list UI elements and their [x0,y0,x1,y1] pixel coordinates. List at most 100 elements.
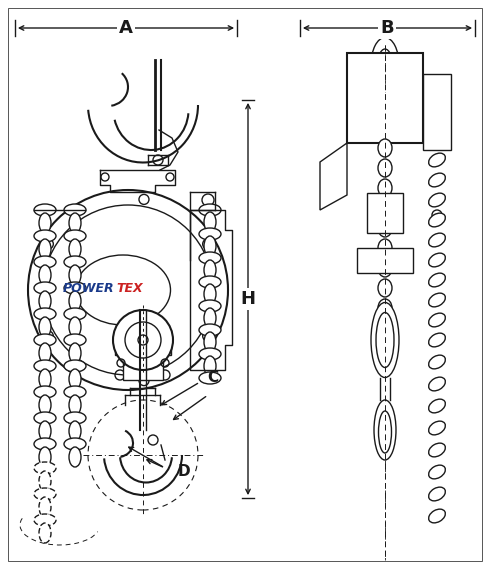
Bar [115,330,171,355]
Ellipse shape [39,213,51,233]
Ellipse shape [34,360,56,372]
Bar [367,65,403,95]
Ellipse shape [378,159,392,177]
Ellipse shape [69,447,81,467]
Ellipse shape [39,265,51,285]
Ellipse shape [39,447,51,467]
Text: C: C [207,370,218,386]
Ellipse shape [429,233,445,247]
Ellipse shape [34,256,56,268]
Ellipse shape [64,386,86,398]
Ellipse shape [39,471,51,491]
Ellipse shape [64,204,86,216]
Ellipse shape [199,252,221,264]
Ellipse shape [199,372,221,384]
Ellipse shape [64,412,86,424]
Ellipse shape [69,291,81,311]
Ellipse shape [429,487,445,501]
Ellipse shape [64,256,86,268]
Ellipse shape [34,488,56,500]
Ellipse shape [34,412,56,424]
Ellipse shape [429,443,445,457]
Ellipse shape [39,523,51,543]
Ellipse shape [39,497,51,517]
Ellipse shape [204,332,216,352]
Circle shape [28,190,228,390]
Ellipse shape [371,303,399,377]
Ellipse shape [69,343,81,363]
Ellipse shape [204,236,216,256]
Text: D: D [178,464,191,480]
Ellipse shape [34,308,56,320]
Circle shape [203,239,213,249]
Ellipse shape [378,179,392,197]
Text: POWER: POWER [62,282,114,295]
Ellipse shape [378,239,392,257]
Ellipse shape [429,509,445,523]
Ellipse shape [204,260,216,280]
Ellipse shape [429,465,445,479]
Ellipse shape [64,308,86,320]
Text: H: H [241,290,255,308]
Ellipse shape [429,253,445,267]
Ellipse shape [34,462,56,474]
Ellipse shape [64,334,86,346]
Ellipse shape [429,421,445,435]
Ellipse shape [34,334,56,346]
Ellipse shape [64,282,86,294]
Ellipse shape [429,273,445,287]
Ellipse shape [378,279,392,297]
Bar [123,355,163,380]
Ellipse shape [39,239,51,259]
Ellipse shape [34,438,56,450]
Bar [347,53,423,143]
Ellipse shape [378,299,392,317]
Ellipse shape [64,360,86,372]
Ellipse shape [374,400,396,460]
Ellipse shape [378,139,392,157]
Ellipse shape [69,395,81,415]
Ellipse shape [429,399,445,413]
Ellipse shape [378,259,392,277]
Ellipse shape [429,153,445,167]
Ellipse shape [69,369,81,389]
Circle shape [43,239,53,249]
Ellipse shape [429,213,445,227]
Ellipse shape [69,213,81,233]
Ellipse shape [39,395,51,415]
Ellipse shape [39,291,51,311]
Bar [367,193,403,233]
Ellipse shape [39,369,51,389]
Text: A: A [119,19,133,37]
Ellipse shape [64,230,86,242]
Bar [357,248,413,273]
Ellipse shape [429,193,445,207]
Ellipse shape [204,212,216,232]
Ellipse shape [69,265,81,285]
Ellipse shape [69,421,81,441]
Ellipse shape [199,204,221,216]
Ellipse shape [39,343,51,363]
Ellipse shape [429,377,445,391]
Ellipse shape [34,282,56,294]
Ellipse shape [64,438,86,450]
Ellipse shape [199,228,221,240]
Ellipse shape [39,317,51,337]
Ellipse shape [34,204,56,216]
Bar [347,107,423,125]
Ellipse shape [69,239,81,259]
Ellipse shape [204,284,216,304]
Text: B: B [380,19,394,37]
Ellipse shape [199,348,221,360]
Circle shape [139,376,149,386]
Ellipse shape [429,313,445,327]
Ellipse shape [378,199,392,217]
Circle shape [203,331,213,341]
Ellipse shape [204,356,216,376]
Ellipse shape [378,319,392,337]
Ellipse shape [69,317,81,337]
Ellipse shape [199,300,221,312]
Ellipse shape [199,276,221,288]
Ellipse shape [429,355,445,369]
Polygon shape [320,143,347,210]
